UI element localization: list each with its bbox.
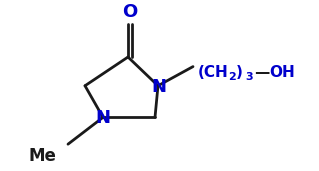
Text: —: — [254, 65, 269, 80]
Text: 2: 2 [228, 72, 236, 82]
Text: 3: 3 [245, 72, 253, 82]
Text: ): ) [236, 65, 243, 80]
Text: OH: OH [269, 65, 295, 80]
Text: (CH: (CH [198, 65, 229, 80]
Text: N: N [152, 78, 167, 96]
Text: N: N [95, 109, 110, 127]
Text: Me: Me [28, 147, 56, 165]
Text: O: O [122, 3, 137, 21]
